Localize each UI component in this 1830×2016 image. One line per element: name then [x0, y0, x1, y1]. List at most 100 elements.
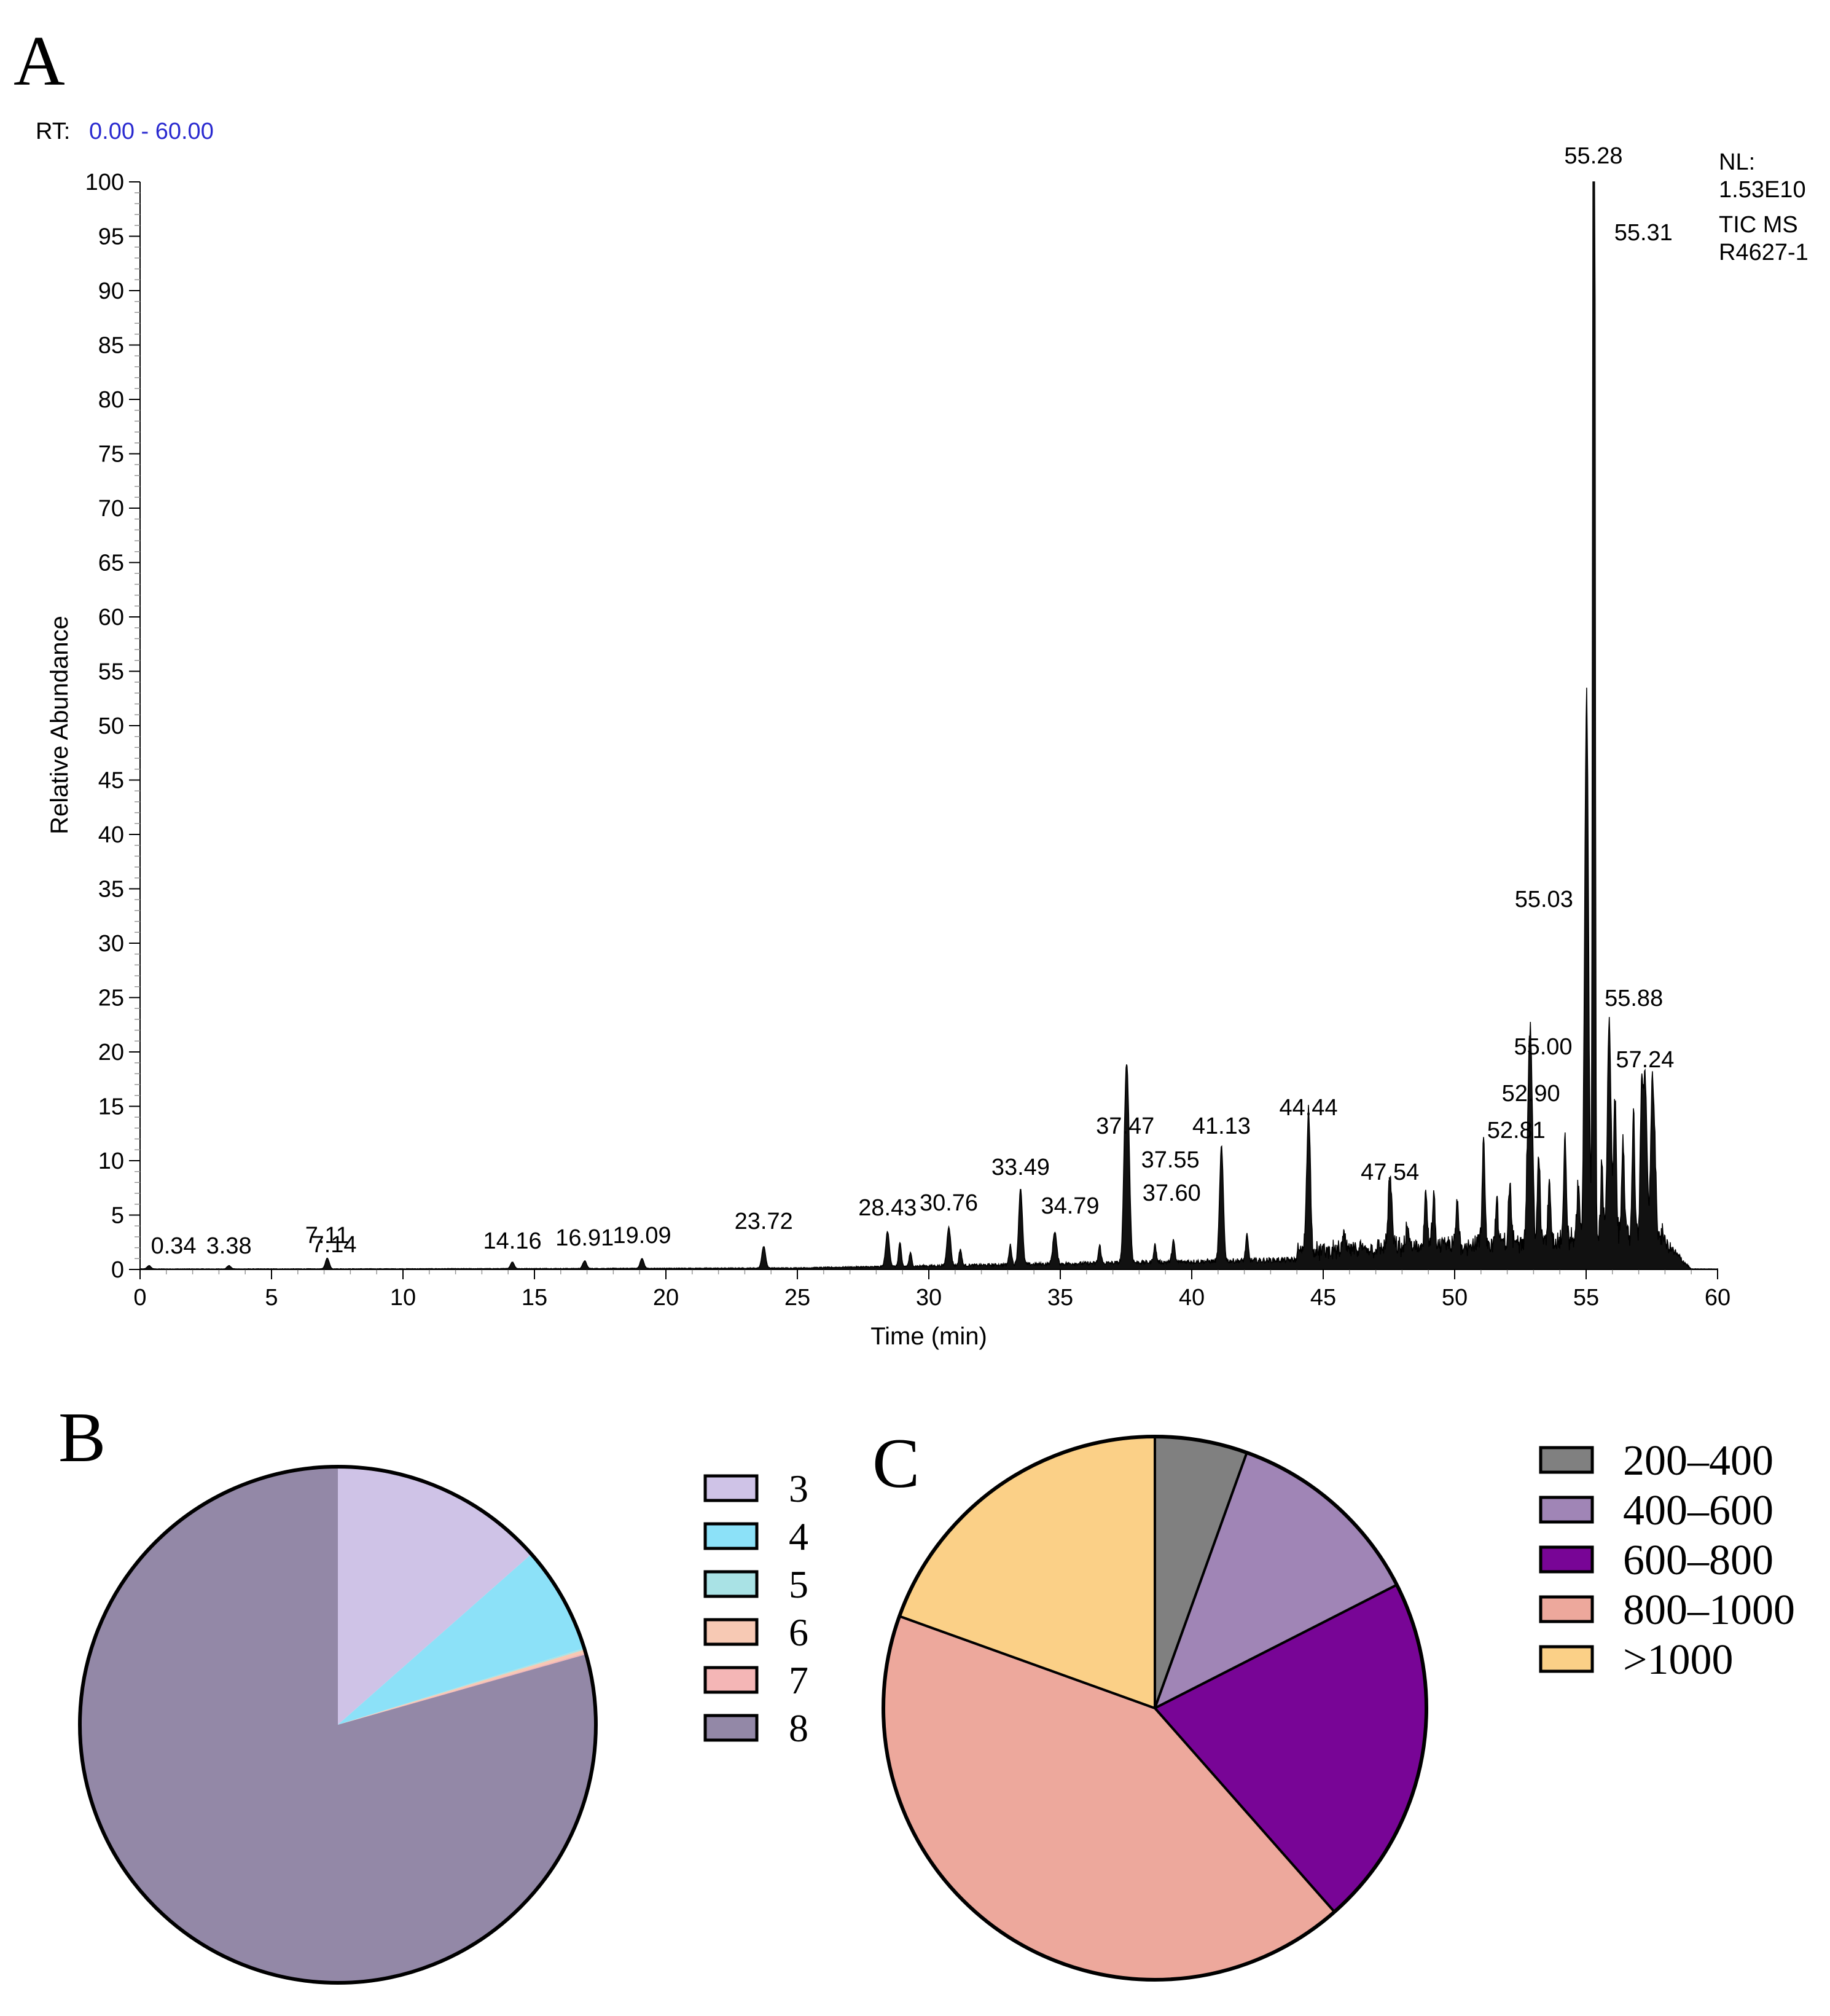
x-tick-label: 45: [1310, 1285, 1336, 1311]
legend-swatch: [1539, 1545, 1594, 1574]
y-axis-label: Relative Abundance: [46, 616, 73, 834]
peak-label: 55.03: [1515, 887, 1573, 912]
legend-label: 6: [789, 1610, 808, 1654]
peak-label: 33.49: [991, 1155, 1050, 1180]
legend-label: 7: [789, 1658, 808, 1702]
y-tick-label: 10: [98, 1148, 124, 1174]
y-tick-label: 45: [98, 768, 124, 794]
y-tick-label: 70: [98, 496, 124, 522]
tic-trace: [139, 181, 1718, 1270]
pie-slice: [338, 1649, 586, 1725]
x-tick-label: 35: [1047, 1285, 1073, 1311]
y-tick-label: 75: [98, 442, 124, 468]
x-tick-label: 30: [916, 1285, 942, 1311]
legend-swatch: [703, 1570, 759, 1598]
y-tick-label: 25: [98, 986, 124, 1011]
peak-label: 47.54: [1361, 1159, 1419, 1185]
y-tick-label: 20: [98, 1040, 124, 1065]
y-tick-label: 50: [98, 713, 124, 739]
legend-label: 3: [789, 1467, 808, 1510]
y-tick-label: 0: [111, 1257, 124, 1283]
peak-label: 41.13: [1192, 1113, 1251, 1139]
legend-label: 5: [789, 1563, 808, 1606]
panel-label-b: B: [58, 1398, 106, 1477]
legend-swatch: [703, 1714, 759, 1742]
info-line-nl-value: 1.53E10: [1719, 177, 1806, 203]
peak-label: 52.90: [1502, 1081, 1560, 1107]
pie-outline: [78, 1465, 598, 1985]
info-line-scan: TIC MS: [1719, 212, 1798, 238]
x-axis-label: Time (min): [870, 1323, 987, 1350]
y-tick-label: 95: [98, 224, 124, 250]
y-tick-label: 55: [98, 659, 124, 685]
y-tick-label: 35: [98, 877, 124, 903]
y-tick-label: 65: [98, 551, 124, 576]
pie-c: [882, 1435, 1428, 1982]
pie-slice: [80, 1467, 596, 1983]
x-tick-label: 10: [390, 1285, 416, 1311]
x-tick-label: 0: [133, 1285, 146, 1311]
x-tick-label: 60: [1705, 1285, 1730, 1311]
peak-label: 19.09: [613, 1223, 671, 1249]
y-tick-label: 15: [98, 1094, 124, 1120]
legend-label: 400–600: [1623, 1487, 1773, 1534]
y-tick-label: 30: [98, 931, 124, 957]
x-tick-label: 20: [653, 1285, 679, 1311]
x-tick-label: 25: [784, 1285, 810, 1311]
panel-label-c: C: [872, 1424, 920, 1503]
info-line-sample: R4627-1: [1719, 240, 1808, 265]
x-tick-label: 15: [522, 1285, 547, 1311]
legend-swatch: [1539, 1645, 1594, 1673]
pie-slice: [338, 1554, 585, 1725]
legend-label: 600–800: [1623, 1537, 1773, 1584]
peak-label: 55.00: [1514, 1034, 1572, 1060]
pie-slice: [338, 1467, 532, 1725]
peak-label: 57.24: [1616, 1047, 1674, 1073]
chromatogram-axes: 0 5 10 15 20 25 30 35 40 45 50 55 60 0 5 10 15 20 25 30 35 40…: [85, 170, 1731, 1311]
y-tick-label: 60: [98, 605, 124, 630]
legend-swatch: [1539, 1496, 1594, 1524]
legend-swatch: [703, 1666, 759, 1694]
legend-swatch: [703, 1522, 759, 1550]
pie-slice: [338, 1648, 585, 1725]
y-tick-label: 90: [98, 278, 124, 304]
peak-label: 3.38: [206, 1233, 252, 1259]
peak-label: 55.88: [1605, 986, 1663, 1011]
peak-label: 55.31: [1614, 220, 1673, 246]
legend-label: >1000: [1623, 1636, 1733, 1684]
scan-info: NL: 1.53E10 TIC MS R4627-1: [1719, 149, 1808, 265]
peak-label: 30.76: [920, 1190, 978, 1216]
peak-label: 34.79: [1041, 1193, 1099, 1219]
peak-label: 37.60: [1143, 1180, 1201, 1206]
legend-swatch: [1539, 1595, 1594, 1623]
pie-outline: [882, 1435, 1428, 1982]
peak-label: 23.72: [735, 1209, 793, 1234]
legend-label: 8: [789, 1706, 808, 1750]
y-tick-label: 85: [98, 333, 124, 359]
x-tick-label: 40: [1179, 1285, 1205, 1311]
rt-label: RT:: [36, 119, 70, 144]
peak-label: 0.34: [151, 1233, 197, 1259]
peak-label: 7.14: [311, 1232, 357, 1258]
chromatogram-panel: A RT: 0.00 - 60.00 NL: 1.53E10 TIC MS R4…: [14, 22, 1808, 1350]
peak-label: 16.91: [555, 1225, 614, 1251]
legend-swatch: [703, 1618, 759, 1646]
rt-range: 0.00 - 60.00: [89, 119, 214, 144]
legend-label: 800–1000: [1623, 1587, 1795, 1634]
legend-label: 200–400: [1623, 1437, 1773, 1485]
y-tick-label: 80: [98, 387, 124, 413]
peak-label: 37.55: [1141, 1147, 1200, 1173]
legend-swatch: [1539, 1446, 1594, 1474]
y-tick-label: 5: [111, 1203, 124, 1229]
y-tick-label: 40: [98, 822, 124, 848]
peak-label: 28.43: [858, 1195, 917, 1221]
peak-label: 14.16: [483, 1228, 542, 1254]
pie-slice: [338, 1652, 587, 1725]
legend-swatch: [703, 1474, 759, 1502]
peak-label: 37.47: [1096, 1113, 1154, 1139]
